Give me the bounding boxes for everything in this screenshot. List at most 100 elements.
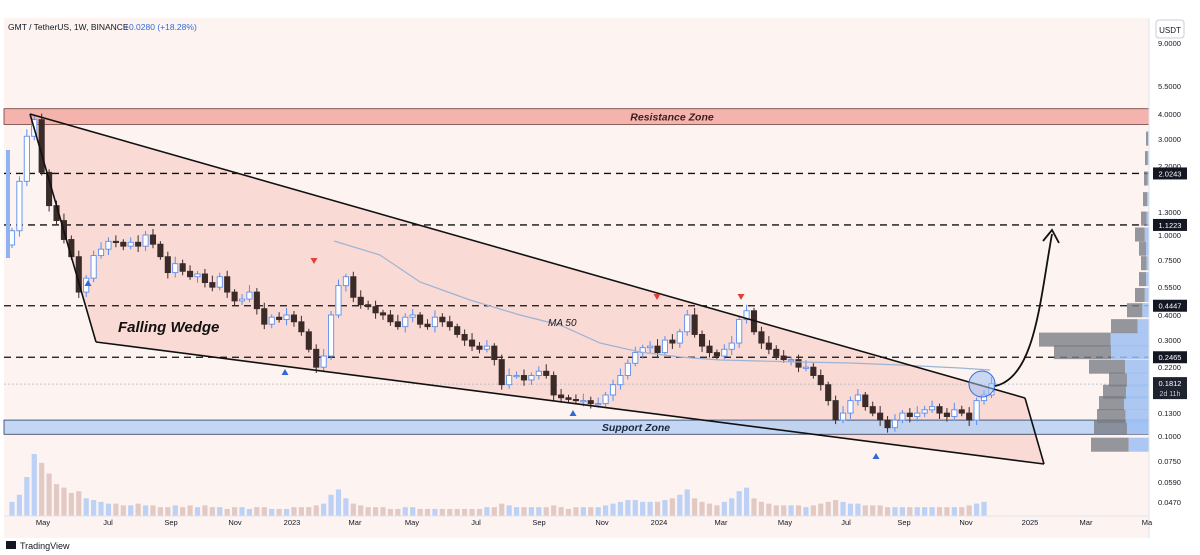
volume-bar (499, 503, 505, 516)
bear-candle (253, 291, 260, 310)
bear-candle (313, 348, 320, 368)
volume-bar (736, 491, 742, 516)
volume-profile-bar (1144, 227, 1149, 242)
volume-bar (53, 484, 60, 516)
volume-profile-bar (1054, 345, 1111, 360)
volume-bar (350, 503, 356, 516)
price-label: 2.0243 (1159, 169, 1182, 178)
bull-candle (854, 394, 861, 402)
x-tick-label: May (405, 518, 419, 527)
volume-bar (209, 507, 215, 516)
volume-bar (39, 462, 45, 516)
bear-candle (365, 304, 372, 308)
price-label-box (1153, 167, 1187, 180)
volume-bar (491, 507, 497, 516)
bull-candle (891, 419, 899, 429)
bull-candle (914, 412, 921, 417)
volume-bar (358, 505, 364, 516)
bear-candle (387, 314, 394, 323)
breakout-arrow (994, 233, 1053, 387)
volume-bar (439, 508, 445, 516)
volume-bar (105, 503, 112, 516)
volume-profile-bar (1146, 131, 1149, 146)
bear-candle (201, 273, 208, 284)
volume-bar (513, 507, 520, 516)
price-axis[interactable] (1149, 18, 1200, 538)
bear-candle (869, 406, 876, 414)
volume-bar (298, 507, 304, 516)
volume-profile-bar (1146, 272, 1149, 287)
volume-layer (9, 454, 987, 516)
volume-profile-bar (1147, 151, 1149, 166)
volume-bar (343, 498, 349, 516)
volume-profile-bar (1135, 227, 1145, 242)
bull-candle (609, 384, 617, 396)
volume-bar (944, 507, 950, 516)
volume-profile-bar (1125, 408, 1149, 424)
volume-bar (410, 507, 416, 516)
y-tick-label: 1.0000 (1158, 231, 1181, 240)
y-tick-label: 5.5000 (1158, 82, 1181, 91)
volume-bar (276, 508, 282, 516)
bull-candle (973, 400, 980, 421)
bull-candle (802, 366, 809, 369)
bull-candle (513, 375, 520, 378)
bull-candle (6, 150, 10, 258)
bull-candle (127, 241, 134, 247)
volume-profile-bar (1147, 192, 1149, 207)
ma50-label: MA 50 (548, 318, 577, 329)
volume-bar (847, 503, 854, 516)
volume-bar (402, 507, 408, 516)
volume-bar (424, 508, 431, 516)
volume-bar (640, 501, 646, 516)
bear-candle (906, 412, 913, 417)
resistance-zone-label: Resistance Zone (630, 112, 714, 124)
price-label-box (1153, 299, 1187, 312)
volume-bar (951, 507, 957, 516)
bear-candle (261, 308, 268, 325)
currency-button[interactable] (1155, 19, 1185, 39)
bull-candle (216, 276, 223, 288)
symbol-title: GMT / TetherUS, 1W, BINANCE (8, 22, 129, 32)
bull-candle (142, 234, 149, 247)
bull-candle (238, 298, 246, 302)
zones-layer: Resistance Zone Support Zone (3, 108, 1150, 464)
x-tick-label: Sep (164, 518, 177, 527)
volume-profile-bar (1144, 171, 1148, 186)
x-tick-label: Nov (959, 518, 973, 527)
resistance-zone (3, 108, 1150, 125)
wedge-lower-line (95, 341, 1045, 465)
volume-bar (795, 505, 802, 516)
volume-profile-bar (1143, 192, 1148, 207)
volume-bar (113, 503, 119, 516)
y-tick-label: 0.1000 (1158, 432, 1181, 441)
bull-candle (402, 316, 409, 328)
volume-profile-bar (1124, 396, 1149, 411)
x-tick-label: Mar (349, 518, 362, 527)
volume-bar (224, 508, 230, 516)
price-label: 1.1223 (1159, 221, 1182, 230)
volume-bar (877, 505, 883, 516)
bear-candle (290, 314, 298, 323)
volume-bar (313, 505, 319, 516)
bear-candle (120, 241, 127, 247)
y-tick-label: 0.0750 (1158, 457, 1181, 466)
bull-candle (839, 412, 847, 421)
bear-candle (943, 412, 950, 417)
bear-candle (379, 312, 387, 316)
bull-candle (194, 273, 201, 278)
falling-wedge-label: Falling Wedge (118, 319, 219, 336)
bear-candle (862, 394, 869, 408)
bull-candle (342, 276, 349, 287)
bull-candle (602, 394, 609, 405)
bear-candle (164, 256, 171, 274)
volume-bar (914, 507, 920, 516)
bull-candle (921, 409, 928, 414)
volume-bar (833, 500, 839, 516)
bear-candle (884, 419, 891, 429)
bull-candle (721, 348, 728, 357)
volume-bar (825, 501, 831, 516)
volume-bar (892, 507, 898, 516)
bear-candle (572, 399, 579, 402)
